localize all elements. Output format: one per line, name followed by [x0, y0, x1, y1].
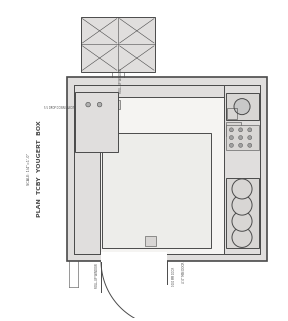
Circle shape: [95, 100, 105, 109]
Bar: [226, 122, 241, 136]
Circle shape: [230, 135, 233, 140]
Bar: [67, 77, 267, 261]
Circle shape: [232, 211, 252, 231]
Circle shape: [248, 143, 252, 147]
Text: 1000 MM DOOR: 1000 MM DOOR: [172, 267, 176, 286]
Bar: [226, 93, 259, 120]
Bar: [101, 252, 167, 262]
Text: ROLL-UP WINDOW: ROLL-UP WINDOW: [119, 68, 123, 93]
Bar: [74, 84, 260, 98]
Circle shape: [232, 195, 252, 215]
Circle shape: [248, 135, 252, 140]
Bar: [75, 92, 118, 152]
Circle shape: [234, 99, 250, 115]
Text: ROLL-UP WINDOW: ROLL-UP WINDOW: [95, 263, 99, 288]
Circle shape: [238, 143, 242, 147]
Bar: [81, 17, 156, 72]
Circle shape: [232, 227, 252, 247]
Circle shape: [248, 128, 252, 132]
Bar: [74, 98, 100, 254]
Circle shape: [230, 143, 233, 147]
Bar: [224, 84, 260, 254]
Bar: [226, 178, 259, 248]
Bar: [74, 84, 260, 254]
Bar: [227, 108, 237, 119]
Circle shape: [97, 102, 102, 107]
Circle shape: [83, 100, 93, 109]
Text: PLAN  TCBY  YOUGERT  BOX: PLAN TCBY YOUGERT BOX: [37, 121, 42, 217]
Text: SCALE: 1/4"=1'-0": SCALE: 1/4"=1'-0": [27, 153, 31, 185]
Bar: [110, 100, 120, 109]
Circle shape: [232, 179, 252, 199]
Bar: [226, 125, 259, 151]
Text: 4'-0" MIN DOOR: 4'-0" MIN DOOR: [182, 262, 186, 283]
Circle shape: [86, 102, 90, 107]
Bar: [103, 133, 211, 248]
Circle shape: [238, 128, 242, 132]
Text: 5/5 DROP DOWN LANDING SHELVES: 5/5 DROP DOWN LANDING SHELVES: [44, 106, 93, 119]
Bar: [145, 237, 156, 247]
Circle shape: [238, 135, 242, 140]
Circle shape: [230, 128, 233, 132]
